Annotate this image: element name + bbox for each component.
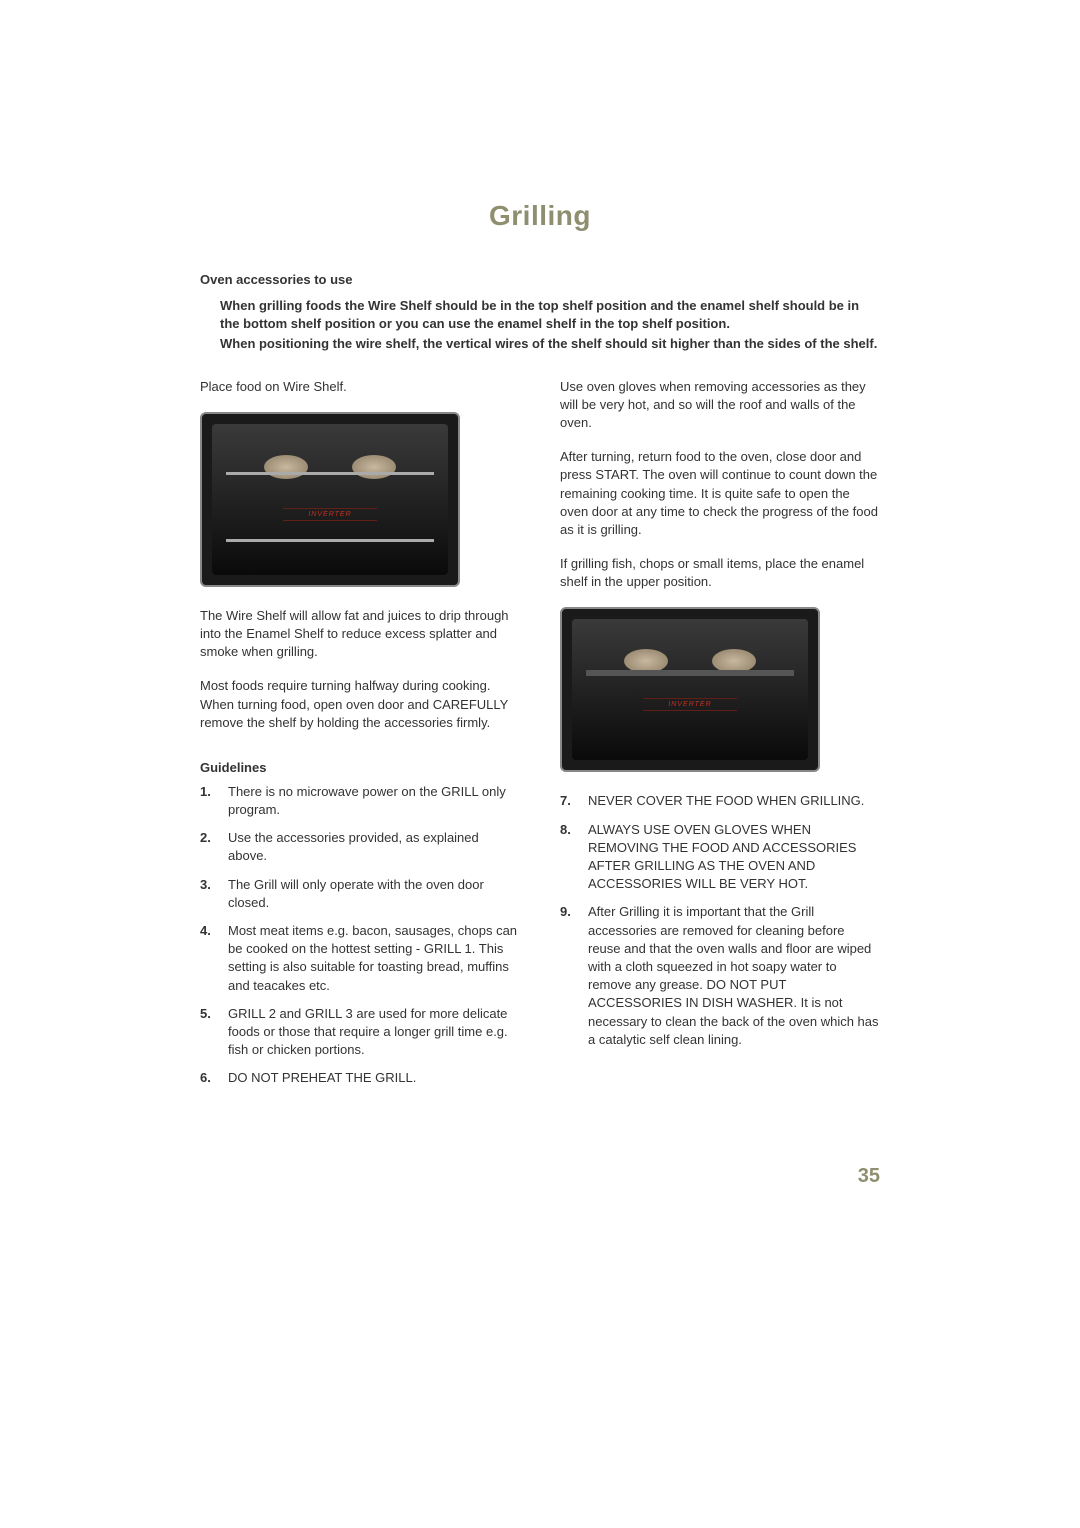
right-p2: After turning, return food to the oven, … [560,448,880,539]
page-title: Grilling [200,200,880,232]
food-item [352,455,396,479]
intro-line-1: When grilling foods the Wire Shelf shoul… [220,297,880,333]
guideline-item: GRILL 2 and GRILL 3 are used for more de… [200,1005,520,1060]
left-p2: The Wire Shelf will allow fat and juices… [200,607,520,662]
oven-interior: INVERTER [212,424,448,575]
content-columns: Place food on Wire Shelf. INVERTER The W… [200,378,880,1098]
right-p1: Use oven gloves when removing accessorie… [560,378,880,433]
guideline-item: NEVER COVER THE FOOD WHEN GRILLING. [560,792,880,810]
oven-figure-top-shelf: INVERTER [200,412,460,587]
guideline-item: The Grill will only operate with the ove… [200,876,520,912]
guidelines-list-right: NEVER COVER THE FOOD WHEN GRILLING. ALWA… [560,792,880,1048]
right-column: Use oven gloves when removing accessorie… [560,378,880,1098]
guideline-item: ALWAYS USE OVEN GLOVES WHEN REMOVING THE… [560,821,880,894]
oven-brand-label: INVERTER [283,508,377,521]
guideline-item: There is no microwave power on the GRILL… [200,783,520,819]
manual-page: Grilling Oven accessories to use When gr… [0,0,1080,1528]
enamel-shelf [226,539,434,542]
wire-shelf [226,472,434,475]
food-item [264,455,308,479]
guideline-item: Use the accessories provided, as explain… [200,829,520,865]
guideline-item: After Grilling it is important that the … [560,903,880,1049]
oven-interior: INVERTER [572,619,808,760]
left-column: Place food on Wire Shelf. INVERTER The W… [200,378,520,1098]
guidelines-heading: Guidelines [200,760,520,775]
left-p3: Most foods require turning halfway durin… [200,677,520,732]
guideline-item: Most meat items e.g. bacon, sausages, ch… [200,922,520,995]
oven-figure-upper-enamel: INVERTER [560,607,820,772]
left-p1: Place food on Wire Shelf. [200,378,520,396]
page-number: 35 [858,1165,880,1188]
intro-line-2: When positioning the wire shelf, the ver… [220,335,880,353]
section-heading-accessories: Oven accessories to use [200,272,880,287]
right-p3: If grilling fish, chops or small items, … [560,555,880,591]
intro-block: When grilling foods the Wire Shelf shoul… [200,297,880,354]
guideline-item: DO NOT PREHEAT THE GRILL. [200,1069,520,1087]
enamel-shelf-upper [586,670,794,676]
guidelines-list-left: There is no microwave power on the GRILL… [200,783,520,1088]
oven-brand-label: INVERTER [643,698,737,711]
